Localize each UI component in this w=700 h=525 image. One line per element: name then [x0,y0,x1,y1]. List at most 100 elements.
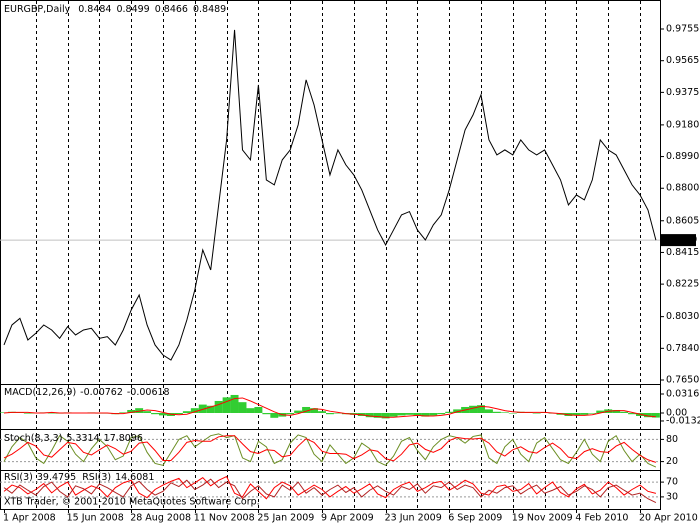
macd-bar [588,412,597,414]
macd-bar [302,406,311,413]
macd-bar [580,412,589,415]
macd-bar [628,412,637,415]
macd-bar [190,408,199,413]
y-tick-label: 80 [666,434,678,445]
macd-bar [119,412,128,413]
macd-bar [333,412,342,414]
macd-bar [397,412,406,416]
macd-bar [270,412,279,418]
macd-bar [23,412,32,414]
macd-bar [310,408,319,413]
y-tick-label: 0.9565 [666,55,699,66]
chart-title: EURGBP,Daily 0.8484 0.8499 0.8466 0.8489 [4,4,226,15]
y-tick-label: 0.8990 [666,151,699,162]
panel-title: RSI(3) 39.4795 RSI(3) 14.6081 [4,472,154,483]
macd-bar [214,400,223,413]
signal-line [3,397,656,418]
last-price-box [660,234,696,247]
indicator-value: 14.6081 [115,472,154,483]
indicator-line [3,433,657,468]
low: 0.8466 [155,4,188,15]
macd-bar [254,406,263,413]
macd-bar [127,409,136,413]
macd-bar [182,411,191,413]
macd-bar [174,412,183,415]
x-tick-label: 9 Apr 2009 [321,513,374,524]
plot-layer [0,1,696,513]
symbol: EURGBP,Daily [4,4,71,15]
frame [0,0,661,510]
macd-bar [484,409,493,413]
panel-title: Stoch(8,3,3) 5.3314 17.8096 [4,433,143,444]
macd-bar [477,405,485,413]
x-tick-label: 19 Nov 2009 [512,513,573,524]
macd-bar [286,412,295,415]
y-tick-label: 20 [666,456,678,467]
panel-title: MACD(12,26,9) -0.00762 -0.00618 [4,387,170,398]
y-tick-label: 0.8225 [666,279,699,290]
indicator-line [3,435,657,463]
macd-bar [429,412,438,416]
x-tick-label: 25 Jan 2009 [257,513,314,524]
price-line [3,29,657,361]
y-tick-label: 0.0316 [666,388,699,399]
macd-bar [532,412,541,414]
macd-bar [620,411,629,413]
y-tick-label: 30 [666,491,678,502]
x-tick-label: 4 Feb 2010 [575,513,628,524]
macd-bar [246,408,255,413]
macd-bar [294,410,303,413]
macd-bar [206,405,215,413]
y-tick-label: 0.9180 [666,119,699,130]
macd-bar [596,410,605,413]
y-tick-label: 0.8415 [666,247,699,258]
macd-bar [453,409,462,413]
macd-bar [198,404,207,413]
y-tick-label: 0.9755 [666,24,699,35]
macd-bar [325,412,334,415]
macd-bar [572,412,581,416]
macd-bar [365,412,374,418]
macd-bar [492,411,501,413]
x-tick-label: 6 Sep 2009 [448,513,502,524]
y-tick-label: 0.00 [666,407,687,418]
last-price-label: 0.8489 [664,235,697,246]
indicator-line [3,478,657,504]
macd-bar [159,412,167,416]
macd-bar [508,412,517,414]
macd-bar [469,405,478,413]
indicator-name: Stoch(8,3,3) [4,433,62,444]
macd-bar [500,412,509,413]
macd-bar [373,412,382,418]
macd-bar [643,412,652,418]
legend-label: RSI(3) [4,472,33,483]
indicator-name: MACD(12,26,9) [4,387,76,398]
y-tick-label: 0.7840 [666,343,699,354]
indicator-value: 39.4795 [37,472,76,483]
macd-bar [230,394,239,413]
x-tick-label: 1 Apr 2008 [3,513,56,524]
y-tick-label: 0.7650 [666,374,699,385]
legend-label: RSI(3) [82,472,111,483]
macd-bar [405,412,414,415]
high: 0.8499 [116,4,149,15]
watermark: XTB Trader, © 2001-2010 MetaQuotes Softw… [4,497,260,508]
close: 0.8489 [193,4,226,15]
macd-bar [413,412,422,416]
macd-bar [143,411,152,413]
y-tick-label: 0.8605 [666,215,699,226]
macd-bar [318,411,326,413]
indicator-value: -0.00618 [127,387,170,398]
macd-bar [47,412,56,414]
indicator-value: -0.00762 [80,387,123,398]
indicator-value: 5.3314 [66,433,99,444]
y-tick-label: 70 [666,477,678,488]
x-tick-label: 28 Aug 2008 [130,513,191,524]
x-tick-label: 23 Jun 2009 [385,513,442,524]
macd-bar [437,412,446,415]
x-tick-label: 15 Jun 2008 [67,513,124,524]
y-tick-label: 0.8030 [666,311,699,322]
macd-bar [445,411,454,413]
